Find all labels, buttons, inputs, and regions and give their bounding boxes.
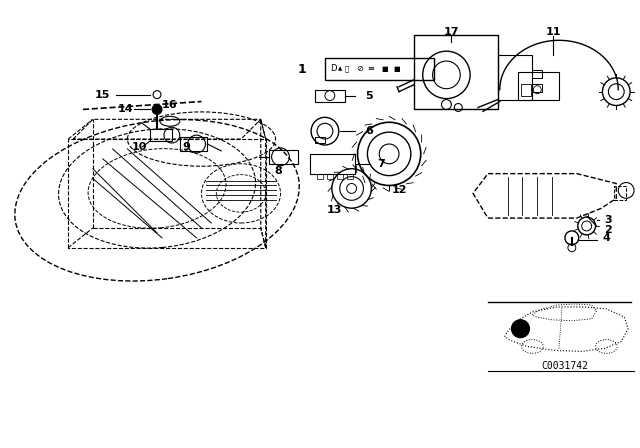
Text: 8: 8: [275, 166, 282, 176]
Text: 5: 5: [365, 90, 373, 101]
Text: 9: 9: [183, 142, 191, 152]
Text: 4: 4: [602, 233, 611, 243]
Text: D: D: [330, 65, 337, 73]
Text: 1: 1: [298, 64, 307, 77]
Text: 10: 10: [132, 142, 147, 152]
Text: 12: 12: [391, 185, 407, 195]
Circle shape: [152, 104, 162, 114]
Bar: [317, 174, 323, 179]
Bar: [180, 137, 207, 151]
Bar: [327, 174, 333, 179]
Circle shape: [511, 320, 529, 338]
Bar: [532, 84, 542, 92]
Text: C0031742: C0031742: [541, 361, 588, 371]
Text: 🚶: 🚶: [345, 66, 349, 72]
Text: 15: 15: [95, 90, 111, 99]
Bar: [310, 154, 355, 174]
Text: 7: 7: [378, 159, 385, 169]
Text: 6: 6: [365, 126, 373, 136]
Text: 16: 16: [162, 99, 178, 109]
Bar: [150, 129, 172, 141]
Bar: [414, 35, 498, 109]
Text: 11: 11: [545, 27, 561, 37]
Text: ■: ■: [393, 66, 400, 72]
Text: 13: 13: [327, 205, 342, 215]
Text: 14: 14: [118, 104, 133, 114]
Bar: [347, 174, 353, 179]
Bar: [498, 55, 532, 99]
Bar: [522, 84, 531, 95]
Bar: [337, 174, 342, 179]
Bar: [269, 150, 298, 164]
Bar: [315, 137, 325, 143]
Bar: [315, 90, 345, 102]
Text: ■: ■: [381, 66, 388, 72]
Text: 3: 3: [605, 215, 612, 225]
Text: 2: 2: [605, 225, 612, 235]
Bar: [614, 186, 626, 200]
Bar: [532, 70, 542, 78]
Text: ≡: ≡: [367, 65, 374, 73]
Text: ▲: ▲: [338, 66, 342, 71]
Bar: [518, 72, 559, 99]
Text: 17: 17: [444, 27, 459, 37]
Text: ⊘: ⊘: [356, 65, 364, 73]
Bar: [325, 58, 433, 80]
